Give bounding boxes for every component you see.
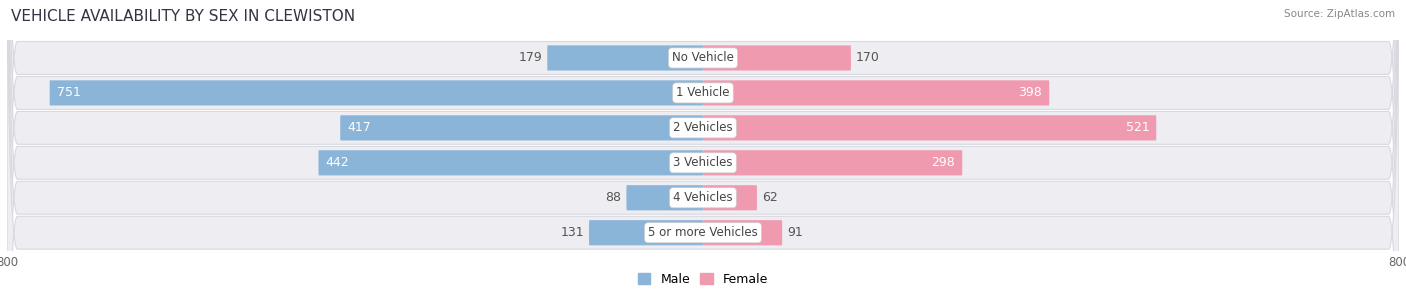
Legend: Male, Female: Male, Female — [633, 268, 773, 291]
Text: 442: 442 — [325, 156, 349, 169]
FancyBboxPatch shape — [7, 0, 1399, 306]
FancyBboxPatch shape — [7, 0, 1399, 306]
Text: 521: 521 — [1126, 121, 1149, 134]
Text: 91: 91 — [787, 226, 803, 239]
FancyBboxPatch shape — [7, 0, 1399, 306]
Text: 131: 131 — [560, 226, 583, 239]
Text: 62: 62 — [762, 191, 778, 204]
Text: 179: 179 — [519, 51, 543, 65]
FancyBboxPatch shape — [7, 0, 1399, 306]
Text: 751: 751 — [56, 86, 80, 99]
Text: 398: 398 — [1018, 86, 1042, 99]
Text: VEHICLE AVAILABILITY BY SEX IN CLEWISTON: VEHICLE AVAILABILITY BY SEX IN CLEWISTON — [11, 9, 356, 24]
Text: 170: 170 — [856, 51, 880, 65]
FancyBboxPatch shape — [703, 80, 1049, 106]
FancyBboxPatch shape — [547, 45, 703, 71]
Text: 417: 417 — [347, 121, 371, 134]
FancyBboxPatch shape — [319, 150, 703, 175]
FancyBboxPatch shape — [49, 80, 703, 106]
Text: 298: 298 — [932, 156, 955, 169]
FancyBboxPatch shape — [703, 45, 851, 71]
Text: No Vehicle: No Vehicle — [672, 51, 734, 65]
FancyBboxPatch shape — [703, 150, 962, 175]
FancyBboxPatch shape — [589, 220, 703, 245]
FancyBboxPatch shape — [703, 220, 782, 245]
FancyBboxPatch shape — [7, 0, 1399, 306]
FancyBboxPatch shape — [340, 115, 703, 140]
Text: 4 Vehicles: 4 Vehicles — [673, 191, 733, 204]
FancyBboxPatch shape — [7, 0, 1399, 306]
FancyBboxPatch shape — [627, 185, 703, 210]
Text: 5 or more Vehicles: 5 or more Vehicles — [648, 226, 758, 239]
Text: 1 Vehicle: 1 Vehicle — [676, 86, 730, 99]
Text: Source: ZipAtlas.com: Source: ZipAtlas.com — [1284, 9, 1395, 19]
Text: 88: 88 — [605, 191, 621, 204]
Text: 2 Vehicles: 2 Vehicles — [673, 121, 733, 134]
FancyBboxPatch shape — [703, 115, 1156, 140]
Text: 3 Vehicles: 3 Vehicles — [673, 156, 733, 169]
FancyBboxPatch shape — [703, 185, 756, 210]
